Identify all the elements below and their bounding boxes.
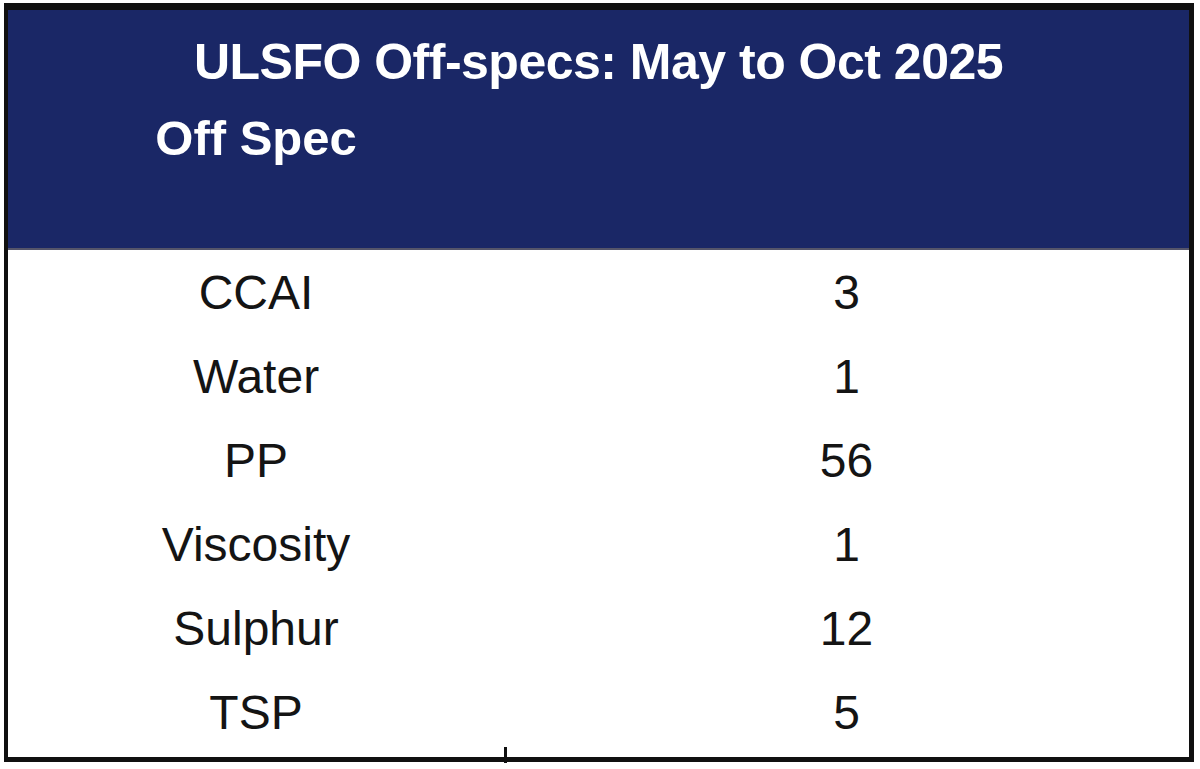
table-header: ULSFO Off-specs: May to Oct 2025 Off Spe… bbox=[8, 10, 1189, 250]
cell-parameter: Water bbox=[8, 349, 504, 404]
table-row: CCAI 3 bbox=[8, 250, 1189, 334]
cell-parameter: TSP bbox=[8, 685, 504, 740]
cell-occurrences: 12 bbox=[504, 601, 1189, 656]
table-row: PP 56 bbox=[8, 418, 1189, 502]
table-row: Sulphur 12 bbox=[8, 587, 1189, 671]
cell-occurrences: 3 bbox=[504, 265, 1189, 320]
cell-occurrences: 1 bbox=[504, 349, 1189, 404]
table-row: TSP 5 bbox=[8, 671, 1189, 755]
table-screenshot: ULSFO Off-specs: May to Oct 2025 Off Spe… bbox=[0, 0, 1200, 769]
cell-parameter: Viscosity bbox=[8, 517, 504, 572]
cell-parameter: PP bbox=[8, 433, 504, 488]
column-divider-tick bbox=[504, 747, 507, 763]
table-title: ULSFO Off-specs: May to Oct 2025 bbox=[8, 10, 1189, 90]
cell-parameter: Sulphur bbox=[8, 601, 504, 656]
cell-occurrences: 1 bbox=[504, 517, 1189, 572]
table-row: Water 1 bbox=[8, 334, 1189, 418]
table-body: CCAI 3 Water 1 PP 56 Viscosity 1 Sulphur… bbox=[8, 250, 1189, 755]
table-row: Viscosity 1 bbox=[8, 503, 1189, 587]
header-parameter-line1: Off Spec bbox=[155, 111, 356, 165]
table-frame: ULSFO Off-specs: May to Oct 2025 Off Spe… bbox=[4, 3, 1194, 762]
cell-occurrences: 5 bbox=[504, 685, 1189, 740]
cell-parameter: CCAI bbox=[8, 265, 504, 320]
cell-occurrences: 56 bbox=[504, 433, 1189, 488]
